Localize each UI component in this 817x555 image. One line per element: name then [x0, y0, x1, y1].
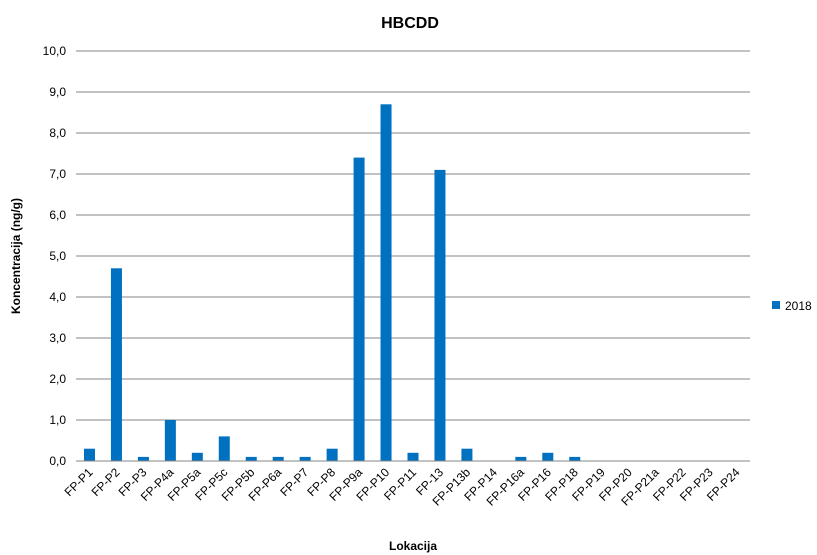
bar-fp-p4a: [164, 420, 176, 461]
legend-label: 2018: [785, 299, 812, 313]
y-tick-label: 7,0: [49, 167, 66, 181]
legend-swatch: [772, 301, 780, 309]
y-tick-label: 4,0: [49, 290, 66, 304]
bar-fp-p11: [407, 452, 419, 461]
bar-fp-p16a: [515, 456, 527, 461]
bar-fp-p8: [326, 448, 338, 461]
bar-fp-p18: [569, 456, 581, 461]
y-tick-label: 8,0: [49, 126, 66, 140]
y-tick-label: 10,0: [43, 44, 67, 58]
bar-fp-p5b: [245, 456, 257, 461]
bar-fp-p6a: [272, 456, 284, 461]
y-tick-label: 3,0: [49, 331, 66, 345]
bar-fp-13: [434, 169, 446, 461]
x-tick-label: FP-P2: [89, 465, 123, 499]
bar-fp-p5c: [218, 436, 230, 461]
bars: [83, 104, 581, 462]
bar-fp-p1: [83, 448, 95, 461]
x-axis-title: Lokacija: [389, 539, 437, 553]
x-tick-label: FP-P7: [277, 465, 311, 499]
y-tick-label: 2,0: [49, 372, 66, 386]
gridlines: [76, 50, 750, 421]
bar-fp-p7: [299, 456, 311, 461]
y-tick-label: 6,0: [49, 208, 66, 222]
x-tick-label: FP-P1: [62, 465, 96, 499]
y-tick-label: 1,0: [49, 413, 66, 427]
y-tick-label: 0,0: [49, 454, 66, 468]
x-axis-ticks: FP-P1FP-P2FP-P3FP-P4aFP-P5aFP-P5cFP-P5bF…: [62, 465, 743, 509]
legend: 2018: [772, 299, 812, 313]
y-tick-label: 5,0: [49, 249, 66, 263]
y-tick-label: 9,0: [49, 85, 66, 99]
bar-fp-p5a: [191, 452, 203, 461]
chart-title: HBCDD: [381, 15, 439, 32]
bar-fp-p10: [380, 104, 392, 462]
bar-fp-p2: [110, 268, 122, 461]
bar-fp-p3: [137, 456, 149, 461]
y-axis-title: Koncentracija (ng/g): [9, 198, 23, 314]
bar-fp-p9a: [353, 157, 365, 461]
bar-fp-p16: [542, 452, 554, 461]
y-axis-ticks: 0,0 1,0 2,0 3,0 4,0 5,0 6,0 7,0 8,0 9,0 10,0: [43, 44, 67, 468]
bar-fp-p13b: [461, 448, 473, 461]
